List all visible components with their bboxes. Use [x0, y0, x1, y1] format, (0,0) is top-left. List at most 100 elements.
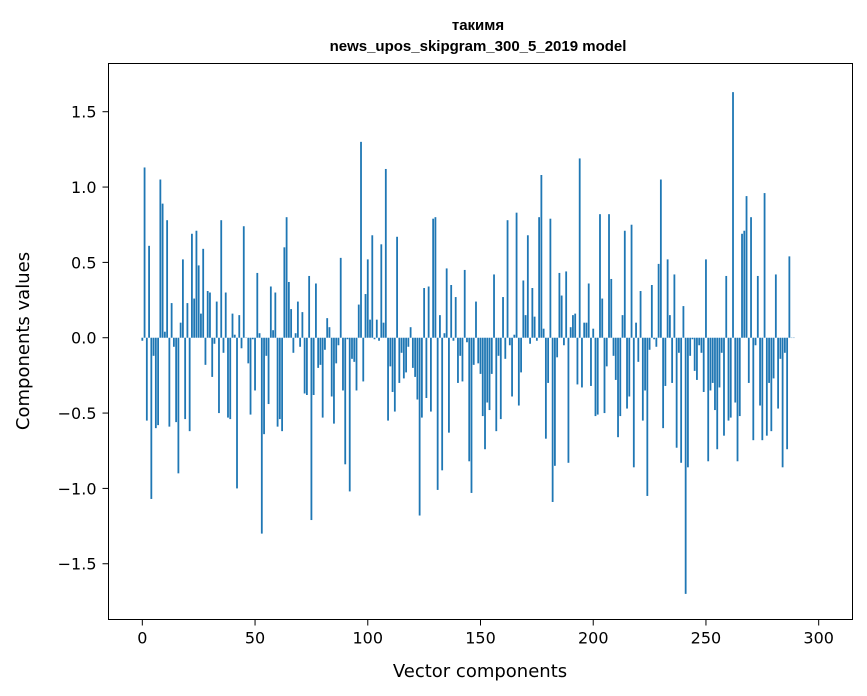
bar	[260, 337, 263, 534]
bar	[450, 285, 453, 338]
bar	[179, 322, 182, 338]
bar	[405, 337, 407, 373]
bar	[596, 337, 599, 415]
bar	[267, 337, 270, 405]
chart-title-line1: такимя	[452, 17, 504, 34]
bar	[222, 337, 225, 353]
bar	[680, 337, 683, 463]
bar	[335, 337, 338, 364]
bar	[493, 274, 495, 338]
bar	[678, 337, 680, 353]
bar	[166, 220, 169, 338]
bar	[637, 337, 640, 362]
bar	[215, 301, 218, 338]
y-tick-label: −0.5	[58, 404, 97, 423]
bar	[768, 337, 770, 383]
bar	[364, 294, 367, 338]
bar	[425, 337, 428, 398]
bar	[587, 283, 590, 338]
bar	[276, 337, 279, 427]
bar	[707, 337, 710, 462]
bar	[567, 337, 570, 463]
bar	[278, 337, 281, 420]
bar	[249, 337, 252, 415]
bar	[470, 337, 473, 493]
bar	[612, 337, 615, 356]
bar	[463, 269, 466, 338]
x-axis: 0 50 100 150 200 250 300	[137, 619, 834, 648]
bar	[788, 256, 791, 338]
bar	[411, 337, 414, 368]
bar	[353, 337, 356, 362]
bar	[330, 337, 333, 397]
bar	[486, 337, 489, 403]
bar	[687, 337, 689, 468]
bar	[653, 337, 655, 340]
bar	[556, 337, 559, 358]
bar	[581, 337, 583, 388]
bar	[705, 259, 707, 338]
bar	[538, 217, 541, 338]
bar	[585, 322, 588, 338]
bar	[732, 92, 734, 338]
bar	[481, 337, 484, 417]
bar	[143, 167, 146, 338]
bar	[540, 175, 543, 338]
bar	[204, 337, 207, 365]
bar	[432, 218, 435, 338]
bar	[472, 337, 475, 365]
y-tick-label: 1.0	[71, 178, 96, 197]
bar	[258, 333, 261, 338]
bar	[186, 303, 189, 338]
bar	[635, 322, 637, 338]
bar	[734, 337, 737, 403]
y-tick-label: −1.0	[58, 479, 97, 498]
bar	[402, 337, 405, 379]
bar	[436, 337, 439, 490]
bar	[344, 337, 347, 465]
bar	[520, 337, 522, 373]
bar	[175, 337, 178, 423]
bar	[182, 259, 184, 338]
bar	[554, 337, 556, 466]
bar	[601, 298, 604, 338]
bar	[544, 337, 547, 439]
bar	[193, 298, 196, 338]
bar	[531, 288, 534, 338]
bar	[391, 337, 394, 392]
bar	[441, 337, 444, 471]
bar	[720, 337, 723, 353]
bar	[756, 275, 759, 338]
bar	[508, 337, 511, 346]
bar	[141, 337, 144, 341]
bar	[765, 337, 768, 436]
bar	[477, 337, 480, 364]
bar	[211, 337, 214, 377]
bar	[420, 337, 423, 418]
bar	[242, 226, 245, 338]
bar	[163, 331, 166, 338]
bar	[770, 337, 773, 432]
bar	[655, 337, 658, 347]
bar	[711, 337, 714, 383]
bar	[346, 337, 349, 340]
bar	[263, 337, 265, 435]
bar	[218, 337, 220, 414]
bar	[290, 309, 293, 338]
bar	[371, 235, 374, 338]
bar	[786, 337, 789, 450]
bar	[743, 230, 746, 338]
bar	[648, 337, 651, 350]
bar	[488, 337, 491, 411]
bar	[396, 236, 398, 338]
bar	[774, 274, 777, 338]
bar	[592, 328, 595, 338]
bar	[466, 337, 468, 343]
y-tick-label: 0.0	[71, 329, 96, 348]
x-tick-label: 300	[803, 629, 834, 648]
bar	[614, 337, 617, 380]
bar	[375, 319, 378, 338]
bar	[529, 337, 531, 344]
bar	[184, 337, 187, 420]
